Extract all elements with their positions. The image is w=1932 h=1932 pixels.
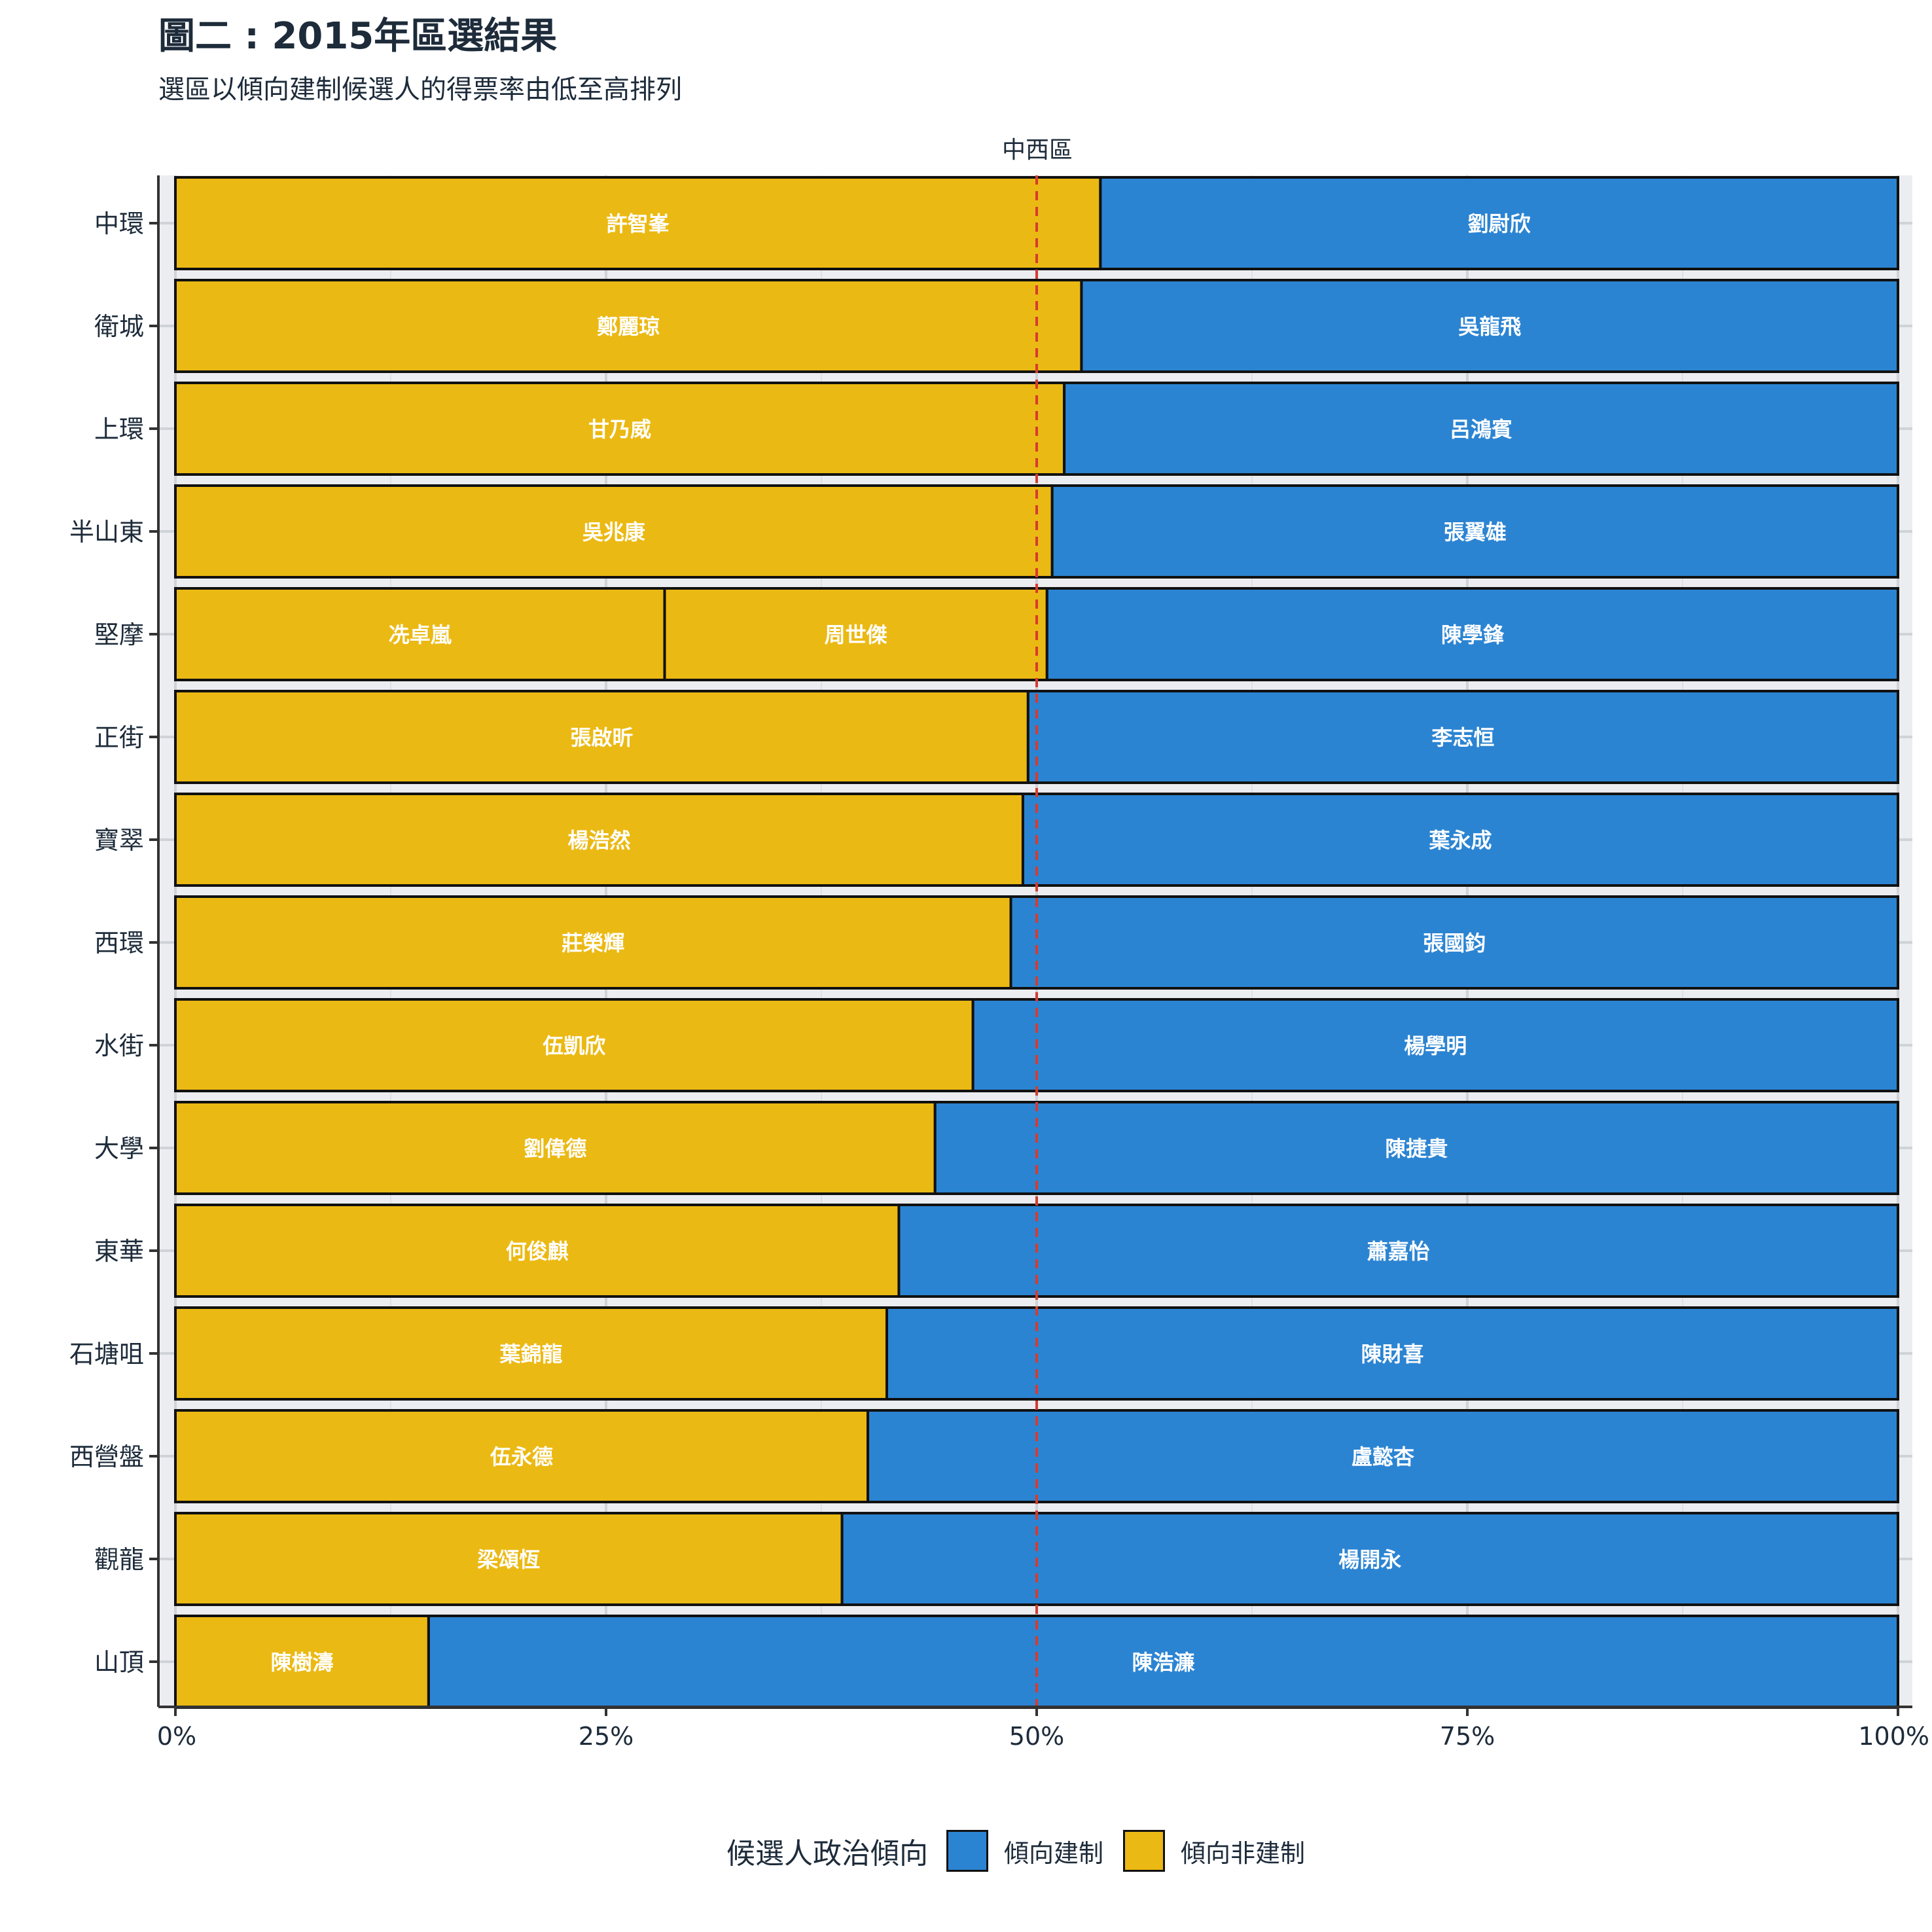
bar-segment (174, 382, 1066, 476)
bar-segment (174, 998, 975, 1092)
bar-label: 陳捷貴 (1385, 1136, 1448, 1161)
bar-label: 劉尉欣 (1468, 211, 1531, 236)
legend-label-nonpro: 傾向非建制 (1181, 1838, 1306, 1868)
bar-segment (867, 1409, 1899, 1503)
bar-segment (174, 793, 1024, 887)
legend-key-pro (946, 1830, 988, 1872)
bar-segment (174, 279, 1083, 373)
y-tick-label: 衛城 (94, 312, 144, 341)
y-tick-label: 半山東 (69, 518, 144, 546)
bar-segment (1009, 895, 1899, 990)
bar-label: 何俊麒 (506, 1239, 569, 1264)
bar-segment (971, 998, 1899, 1092)
y-tick-label: 大學 (94, 1134, 144, 1163)
bar-label: 盧懿杏 (1351, 1444, 1414, 1469)
bar-label: 張翼雄 (1444, 520, 1507, 545)
y-tick-label: 東華 (94, 1237, 144, 1266)
bar-segment (1063, 382, 1899, 476)
facet-label: 中西區 (1001, 137, 1073, 164)
bar-segment (897, 1204, 1899, 1298)
bar-label: 呂鴻賓 (1450, 417, 1512, 442)
bar-label: 許智峯 (607, 211, 670, 236)
bar-label: 張啟昕 (570, 725, 633, 750)
bar-segment (663, 587, 1048, 681)
x-tick-label: 0% (157, 1722, 196, 1751)
y-tick-label: 水街 (94, 1031, 144, 1060)
bar-label: 甘乃威 (588, 417, 651, 442)
bar-label: 鄭麗琼 (597, 314, 660, 339)
legend: 候選人政治傾向 傾向建制 傾向非建制 (726, 1825, 1325, 1877)
bar-label: 伍凱欣 (543, 1033, 605, 1058)
bar-label: 伍永德 (490, 1444, 553, 1469)
bar-segment (1080, 279, 1899, 373)
x-tick-label: 25% (579, 1722, 634, 1751)
bar-segment (174, 484, 1054, 579)
bar-label: 周世傑 (825, 622, 887, 647)
y-tick-label: 上環 (94, 415, 144, 444)
bar-label: 陳財喜 (1361, 1342, 1424, 1367)
bar-label: 梁頌恆 (477, 1547, 540, 1572)
y-tick-label: 寶翠 (94, 826, 144, 855)
bar-label: 吳龍飛 (1458, 314, 1521, 339)
chart-subtitle: 選區以傾向建制候選人的得票率由低至高排列 (158, 75, 682, 105)
x-tick-label: 75% (1440, 1722, 1495, 1751)
x-tick-label: 50% (1009, 1722, 1064, 1751)
legend-label-pro: 傾向建制 (1004, 1838, 1104, 1868)
bar-label: 陳樹濤 (270, 1650, 333, 1675)
bar-label: 張國鈞 (1423, 931, 1486, 956)
bar-segment (933, 1101, 1899, 1195)
bar-label: 葉錦龍 (499, 1342, 563, 1367)
bar-segment (1045, 587, 1899, 681)
bar-label: 陳學鋒 (1441, 622, 1505, 647)
y-tick-label: 堅摩 (94, 620, 144, 649)
y-tick-label: 石塘咀 (69, 1340, 144, 1368)
bar-segment (174, 176, 1102, 270)
bar-segment (1026, 690, 1899, 784)
bar-label: 蕭嘉怡 (1367, 1239, 1430, 1264)
bar-segment (1050, 484, 1899, 579)
bar-segment (174, 1204, 901, 1298)
legend-key-nonpro (1123, 1830, 1166, 1872)
bar-segment (174, 690, 1029, 784)
bar-label: 冼卓嵐 (389, 622, 452, 647)
legend-title: 候選人政治傾向 (726, 1837, 928, 1870)
x-tick-label: 100% (1858, 1722, 1929, 1751)
chart-title: 圖二 : 2015年區選結果 (158, 15, 558, 58)
bar-segment (427, 1615, 1899, 1709)
bar-label: 劉偉德 (524, 1136, 586, 1161)
bar-label: 楊開永 (1338, 1547, 1401, 1572)
bar-segment (1021, 793, 1899, 887)
bar-label: 楊浩然 (567, 828, 630, 853)
bar-segment (174, 1101, 937, 1195)
y-tick-label: 西環 (94, 929, 144, 957)
y-tick-label: 觀龍 (94, 1545, 144, 1574)
bar-label: 楊學明 (1404, 1033, 1467, 1058)
bar-label: 吳兆康 (582, 520, 646, 545)
y-tick-label: 西營盤 (69, 1442, 144, 1471)
bar-label: 莊榮輝 (562, 931, 624, 956)
y-tick-label: 山頂 (94, 1648, 144, 1677)
bar-segment (174, 1306, 889, 1401)
bar-segment (885, 1306, 1899, 1401)
y-tick-label: 正街 (94, 723, 144, 752)
y-tick-label: 中環 (94, 209, 144, 238)
bar-segment (840, 1512, 1899, 1606)
bar-label: 李志恒 (1431, 725, 1494, 750)
bar-label: 陳浩濂 (1132, 1650, 1195, 1675)
bar-segment (174, 587, 666, 681)
bar-label: 葉永成 (1428, 828, 1492, 853)
bar-segment (1099, 176, 1899, 270)
